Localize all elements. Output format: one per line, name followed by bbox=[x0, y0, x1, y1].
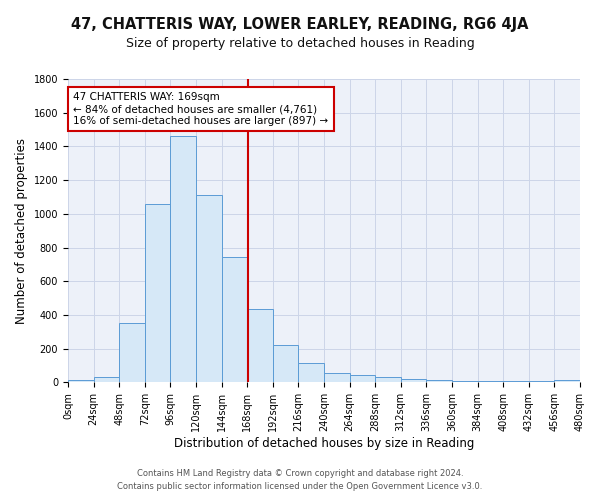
Bar bbox=[529, 381, 554, 382]
Bar bbox=[196, 196, 221, 382]
Text: Contains HM Land Registry data © Crown copyright and database right 2024.: Contains HM Land Registry data © Crown c… bbox=[137, 468, 463, 477]
Bar bbox=[375, 378, 401, 382]
Bar bbox=[94, 378, 119, 382]
Bar bbox=[427, 380, 452, 382]
Y-axis label: Number of detached properties: Number of detached properties bbox=[15, 138, 28, 324]
Bar bbox=[298, 363, 324, 382]
X-axis label: Distribution of detached houses by size in Reading: Distribution of detached houses by size … bbox=[174, 437, 474, 450]
Text: Size of property relative to detached houses in Reading: Size of property relative to detached ho… bbox=[125, 38, 475, 51]
Bar bbox=[119, 322, 145, 382]
Bar bbox=[401, 379, 427, 382]
Text: 47, CHATTERIS WAY, LOWER EARLEY, READING, RG6 4JA: 47, CHATTERIS WAY, LOWER EARLEY, READING… bbox=[71, 18, 529, 32]
Text: 47 CHATTERIS WAY: 169sqm
← 84% of detached houses are smaller (4,761)
16% of sem: 47 CHATTERIS WAY: 169sqm ← 84% of detach… bbox=[73, 92, 328, 126]
Bar bbox=[554, 380, 580, 382]
Bar bbox=[350, 375, 375, 382]
Bar bbox=[452, 381, 478, 382]
Bar bbox=[221, 257, 247, 382]
Bar bbox=[273, 346, 298, 383]
Bar bbox=[503, 381, 529, 382]
Bar bbox=[170, 136, 196, 382]
Bar bbox=[68, 380, 94, 382]
Bar bbox=[247, 309, 273, 382]
Bar bbox=[145, 204, 170, 382]
Text: Contains public sector information licensed under the Open Government Licence v3: Contains public sector information licen… bbox=[118, 482, 482, 491]
Bar bbox=[324, 373, 350, 382]
Bar bbox=[478, 381, 503, 382]
